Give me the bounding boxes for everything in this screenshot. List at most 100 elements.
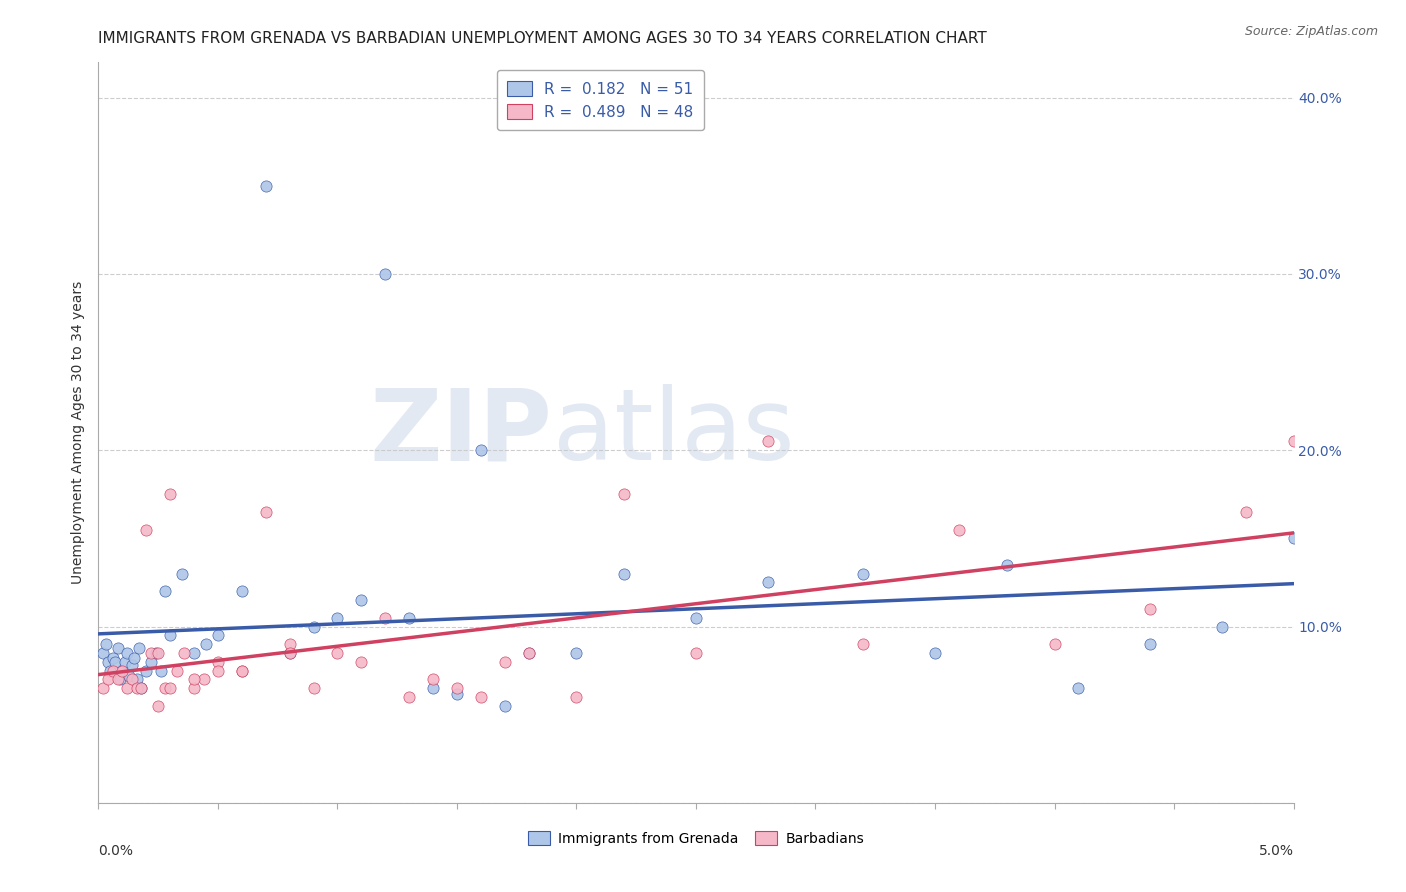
Point [756,434,779,449]
Point [517,646,540,660]
Point [125,673,148,687]
Point [374,610,396,624]
Point [145,646,167,660]
Point [613,487,636,501]
Point [108,673,131,687]
Point [207,628,229,642]
Point [94,637,117,651]
Point [166,664,188,678]
Point [172,566,194,581]
Point [613,566,636,581]
Point [118,669,141,683]
Point [131,681,153,696]
Point [470,690,492,704]
Point [183,646,205,660]
Point [139,646,162,660]
Point [115,681,138,696]
Point [121,658,143,673]
Point [124,651,146,665]
Point [148,698,170,713]
Point [135,664,157,678]
Point [107,673,129,687]
Point [155,681,177,696]
Point [924,646,946,660]
Point [139,655,162,669]
Point [398,690,420,704]
Point [159,487,181,501]
Text: atlas: atlas [553,384,794,481]
Point [517,646,540,660]
Point [350,655,373,669]
Text: IMMIGRANTS FROM GRENADA VS BARBADIAN UNEMPLOYMENT AMONG AGES 30 TO 34 YEARS CORR: IMMIGRANTS FROM GRENADA VS BARBADIAN UNE… [98,31,987,46]
Point [494,698,516,713]
Point [97,673,120,687]
Point [422,673,444,687]
Point [852,566,875,581]
Text: ZIP: ZIP [370,384,553,481]
Point [685,610,707,624]
Point [121,673,143,687]
Point [231,664,253,678]
Point [422,681,444,696]
Point [231,664,253,678]
Point [101,651,124,665]
Point [350,593,373,607]
Point [995,558,1018,572]
Y-axis label: Unemployment Among Ages 30 to 34 years: Unemployment Among Ages 30 to 34 years [70,281,84,584]
Point [183,673,205,687]
Point [1139,602,1161,616]
Point [148,646,170,660]
Point [326,610,349,624]
Point [852,637,875,651]
Point [111,664,134,678]
Point [254,178,277,193]
Point [446,681,468,696]
Point [135,523,157,537]
Point [195,637,218,651]
Point [374,267,396,281]
Point [149,664,172,678]
Point [470,443,492,458]
Point [128,640,150,655]
Point [254,505,277,519]
Point [685,646,707,660]
Point [565,690,588,704]
Point [1139,637,1161,651]
Point [107,640,129,655]
Point [159,628,181,642]
Point [91,646,114,660]
Point [446,686,468,700]
Point [278,637,301,651]
Point [756,575,779,590]
Text: 5.0%: 5.0% [1258,844,1294,857]
Point [183,681,205,696]
Point [302,619,325,633]
Point [1282,532,1305,546]
Point [125,681,148,696]
Point [278,646,301,660]
Point [101,664,124,678]
Point [111,664,134,678]
Point [193,673,215,687]
Point [278,646,301,660]
Point [326,646,349,660]
Point [159,681,181,696]
Point [155,584,177,599]
Point [1282,434,1305,449]
Point [131,681,153,696]
Point [1043,637,1066,651]
Point [494,655,516,669]
Point [114,655,136,669]
Point [104,655,127,669]
Point [1234,505,1257,519]
Text: Source: ZipAtlas.com: Source: ZipAtlas.com [1244,25,1378,38]
Text: 0.0%: 0.0% [98,844,134,857]
Point [398,610,420,624]
Point [565,646,588,660]
Point [207,664,229,678]
Point [231,584,253,599]
Point [1067,681,1090,696]
Point [173,646,195,660]
Point [97,655,120,669]
Point [948,523,970,537]
